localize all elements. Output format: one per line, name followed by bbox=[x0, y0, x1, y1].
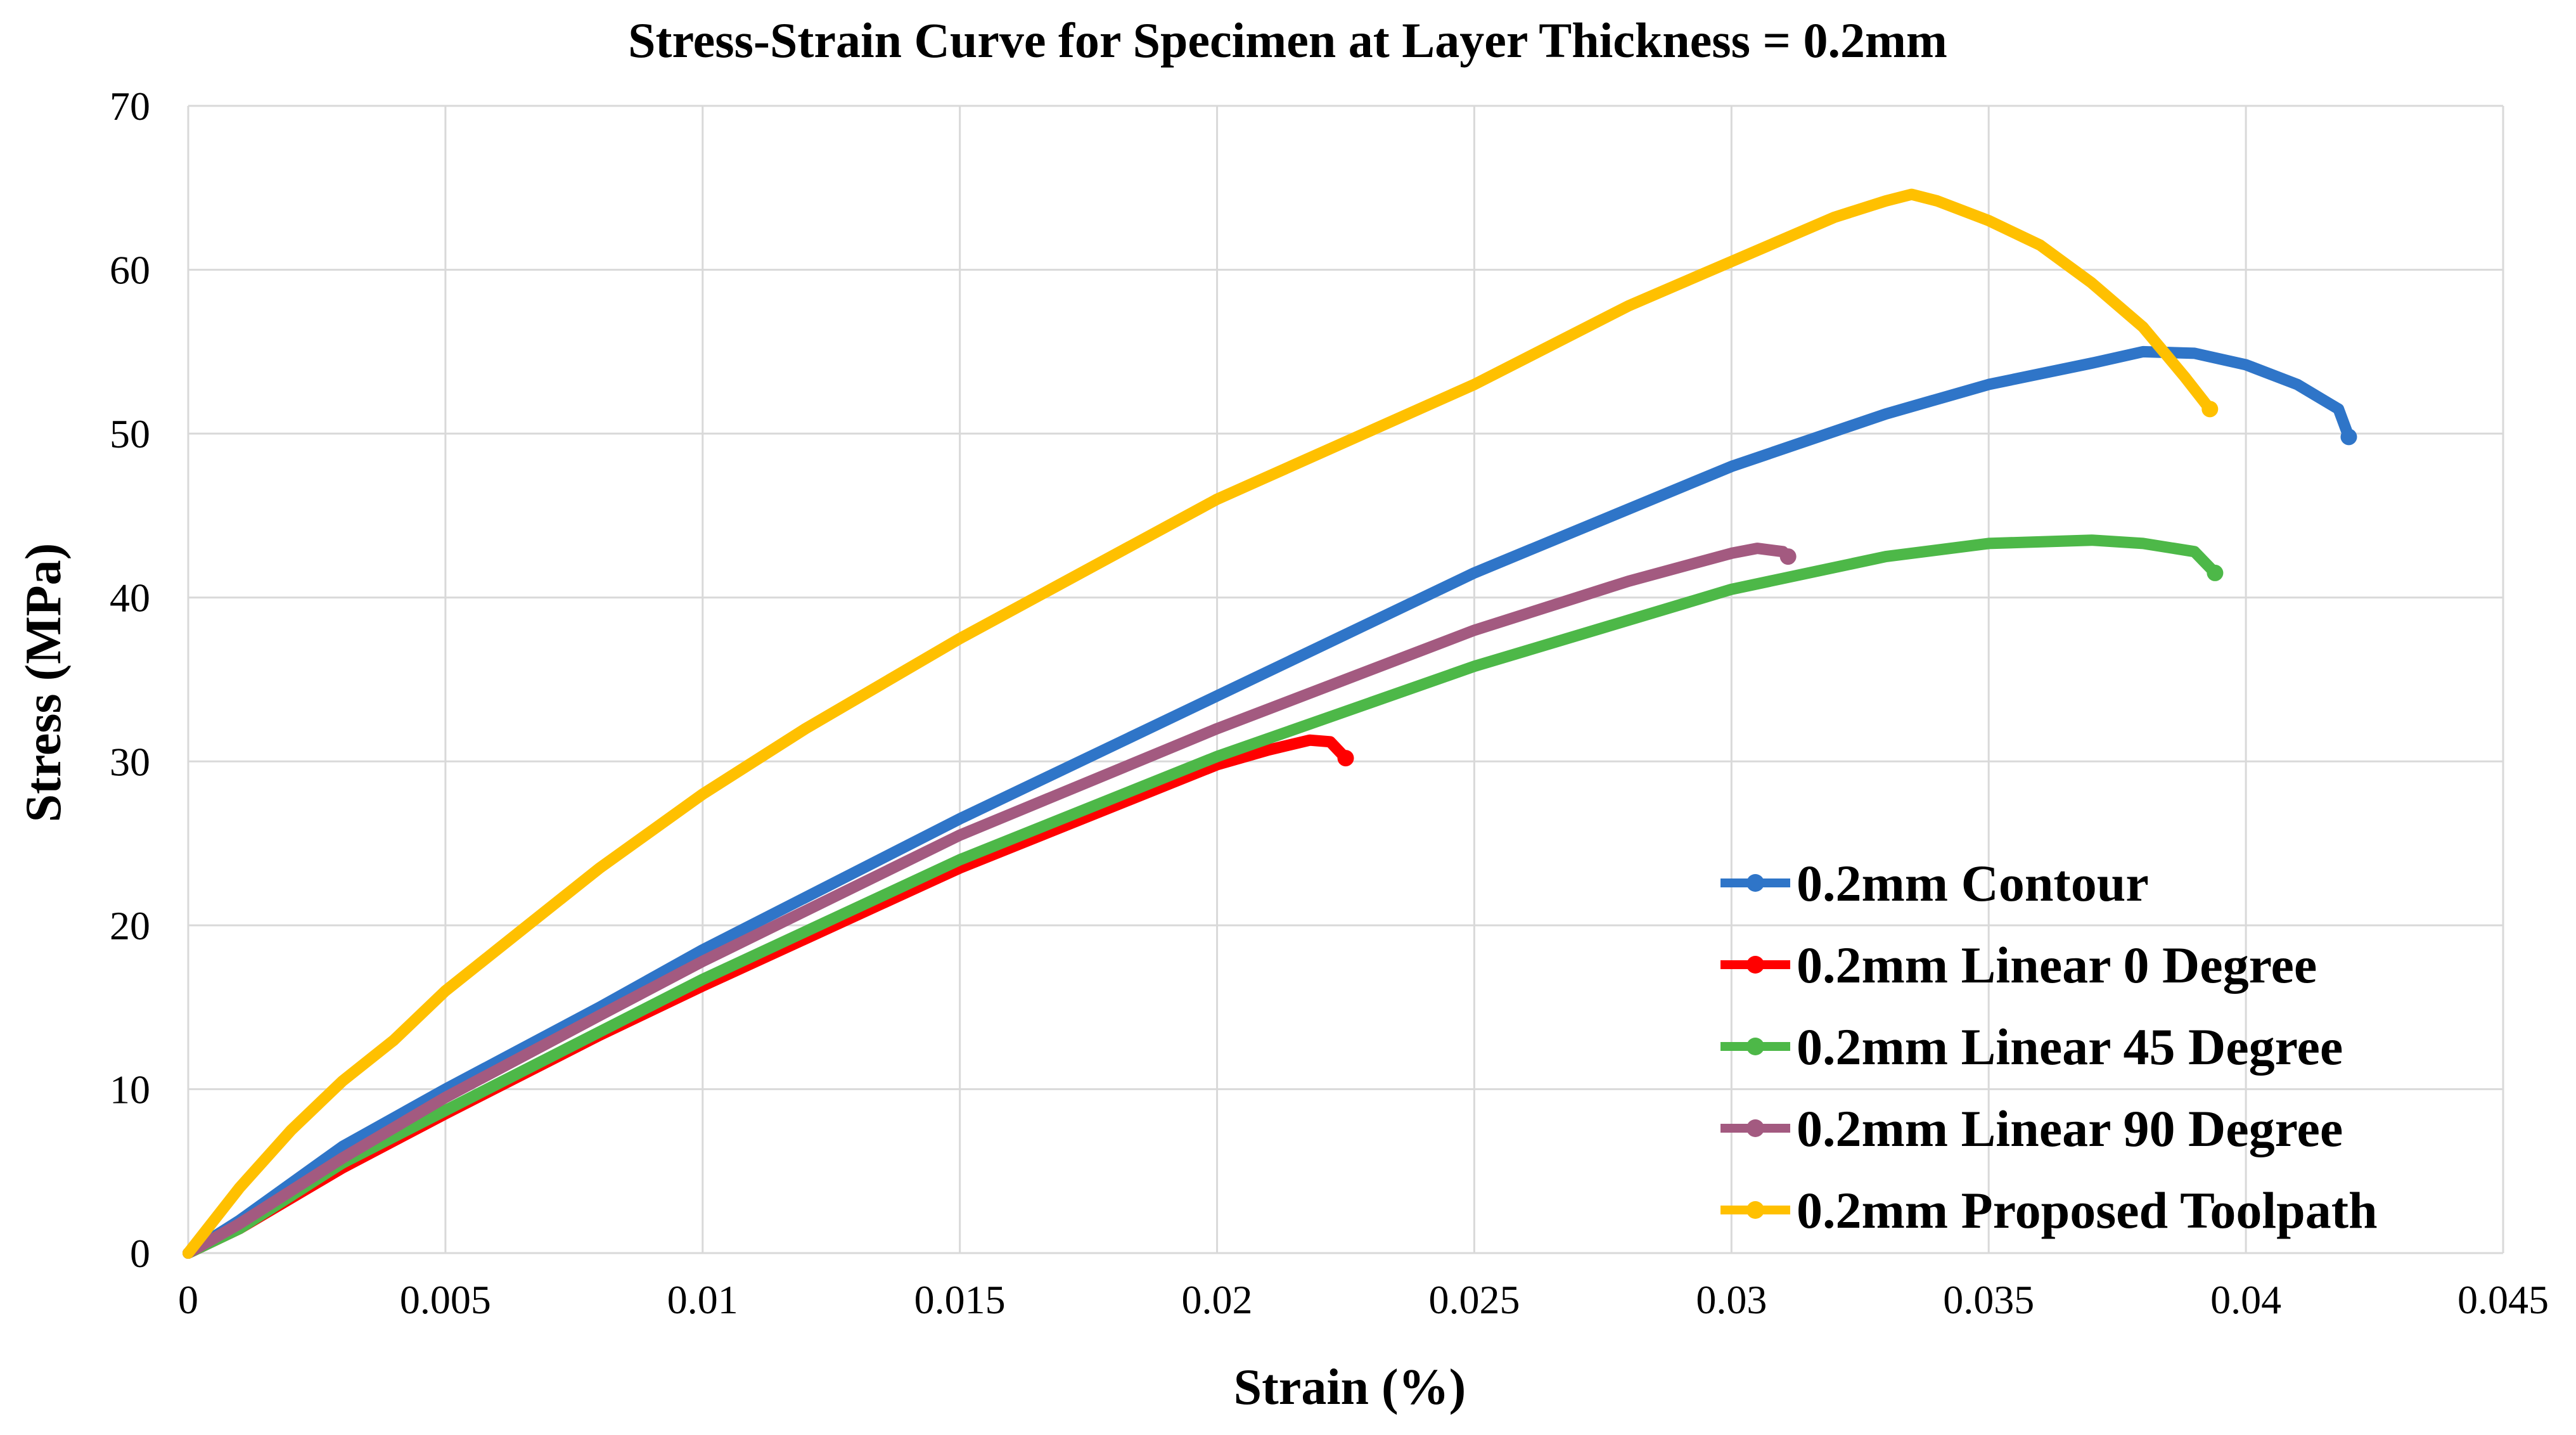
series-end-point-3 bbox=[2207, 564, 2224, 581]
x-axis-label: Strain (%) bbox=[1234, 1360, 1466, 1415]
legend-label-1: 0.2mm Contour bbox=[1797, 854, 2149, 912]
y-axis-label: Stress (MPa) bbox=[16, 543, 72, 823]
series-end-point-1 bbox=[2340, 428, 2357, 446]
x-tick-label: 0.015 bbox=[914, 1277, 1006, 1322]
legend-marker-3 bbox=[1746, 1038, 1764, 1055]
y-tick-label: 30 bbox=[110, 739, 150, 784]
y-tick-label: 60 bbox=[110, 248, 150, 293]
x-axis-tick-labels: 0 0.005 0.01 0.015 0.02 0.025 0.03 0.035 0.04 0.0… bbox=[178, 1277, 2549, 1322]
legend: 0.2mm Contour 0.2mm Linear 0 Degree 0.2mm … bbox=[1721, 854, 2378, 1239]
y-axis-tick-labels: 0 10 20 30 40 50 60 70 bbox=[110, 84, 150, 1276]
series-line-4 bbox=[183, 543, 1794, 1259]
series-end-point-2 bbox=[1337, 750, 1354, 767]
series-end-point-5 bbox=[2201, 401, 2219, 418]
x-tick-label: 0.01 bbox=[667, 1277, 738, 1322]
legend-label-4: 0.2mm Linear 90 Degree bbox=[1797, 1100, 2343, 1157]
series-end-point-4 bbox=[1779, 548, 1797, 565]
x-tick-label: 0.025 bbox=[1428, 1277, 1520, 1322]
y-tick-label: 20 bbox=[110, 903, 150, 948]
x-tick-label: 0.03 bbox=[1696, 1277, 1767, 1322]
series-line-3 bbox=[183, 534, 2221, 1259]
y-tick-label: 10 bbox=[110, 1067, 150, 1112]
x-tick-label: 0.04 bbox=[2210, 1277, 2281, 1322]
legend-marker-2 bbox=[1746, 956, 1764, 974]
chart-title: Stress-Strain Curve for Specimen at Laye… bbox=[628, 13, 1947, 68]
x-tick-label: 0 bbox=[178, 1277, 198, 1322]
x-tick-label: 0.045 bbox=[2457, 1277, 2549, 1322]
series-line-1 bbox=[183, 345, 2355, 1259]
legend-label-5: 0.2mm Proposed Toolpath bbox=[1797, 1181, 2378, 1239]
legend-marker-1 bbox=[1746, 874, 1764, 892]
y-tick-label: 70 bbox=[110, 84, 150, 129]
y-tick-label: 0 bbox=[130, 1231, 150, 1276]
x-tick-label: 0.035 bbox=[1943, 1277, 2034, 1322]
x-tick-label: 0.005 bbox=[400, 1277, 491, 1322]
y-tick-label: 50 bbox=[110, 411, 150, 456]
legend-label-2: 0.2mm Linear 0 Degree bbox=[1797, 936, 2317, 994]
legend-marker-5 bbox=[1746, 1201, 1764, 1219]
series-line-5 bbox=[183, 188, 2216, 1259]
legend-marker-4 bbox=[1746, 1119, 1764, 1137]
y-tick-label: 40 bbox=[110, 576, 150, 621]
vertical-gridlines bbox=[187, 106, 2504, 1253]
x-tick-label: 0.02 bbox=[1182, 1277, 1253, 1322]
legend-label-3: 0.2mm Linear 45 Degree bbox=[1797, 1018, 2343, 1076]
series-lines bbox=[183, 188, 2357, 1259]
